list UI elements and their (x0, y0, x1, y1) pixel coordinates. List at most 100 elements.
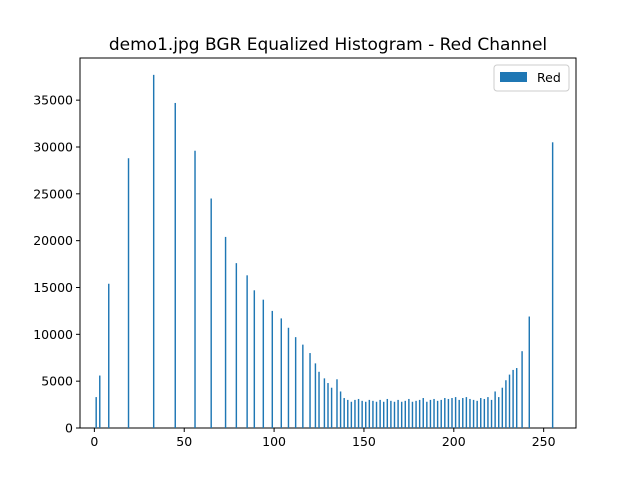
histogram-bar (280, 318, 282, 428)
histogram-bar (422, 398, 424, 428)
histogram-bar (302, 344, 304, 428)
legend: Red (493, 64, 570, 92)
histogram-bar (400, 401, 403, 428)
histogram-bar (408, 398, 410, 428)
histogram-bar (451, 398, 453, 428)
histogram-bar (498, 397, 500, 428)
histogram-bar (444, 398, 446, 428)
histogram-bar (508, 374, 511, 428)
histogram-bar (323, 378, 326, 428)
histogram-bar (194, 150, 196, 429)
histogram-bar (458, 399, 460, 428)
histogram-bar (411, 401, 414, 428)
histogram-bar (336, 379, 338, 428)
histogram-bar (465, 397, 468, 428)
x-tick-label: 0 (90, 434, 98, 449)
histogram-bar (314, 363, 317, 428)
y-axis: 0 5000 10000 15000 20000 25000 30000 35000 (33, 93, 80, 436)
histogram-bar (429, 399, 432, 428)
histogram-bar (436, 400, 439, 428)
histogram-bar (494, 391, 496, 428)
histogram-bar (361, 400, 363, 428)
histogram-bar (462, 398, 464, 428)
histogram-bar (95, 397, 97, 428)
histogram-bar (379, 399, 381, 428)
histogram-bar (127, 158, 130, 429)
histogram-bar (271, 310, 274, 428)
histogram-bar (512, 369, 514, 428)
histogram-bar (487, 397, 489, 428)
y-tick-label: 25000 (33, 186, 73, 201)
histogram-bar (418, 399, 421, 428)
histogram-bar (382, 401, 385, 428)
x-axis: 0 50 100 150 200 250 (90, 428, 556, 449)
histogram-bar (447, 398, 450, 428)
histogram-bar (357, 398, 360, 428)
histogram-bar (246, 275, 248, 428)
legend-swatch (500, 72, 527, 82)
histogram-bar (454, 397, 457, 428)
histogram-bar (365, 401, 367, 428)
histogram-bar (521, 351, 523, 428)
histogram-bar (262, 299, 265, 428)
histogram-bar (330, 387, 333, 428)
histogram-bar (404, 400, 406, 428)
histogram-bar (476, 400, 478, 428)
histogram-bar (397, 399, 399, 428)
chart-title: demo1.jpg BGR Equalized Histogram - Red … (109, 35, 547, 55)
histogram-bar (393, 401, 396, 428)
bar-series-red (95, 74, 554, 429)
y-tick-label: 20000 (33, 233, 73, 248)
histogram-bar (224, 236, 227, 428)
histogram-bar (440, 399, 442, 428)
histogram-bar (343, 398, 345, 428)
histogram-bar (472, 399, 475, 428)
histogram-bar (210, 198, 212, 428)
y-tick-label: 5000 (41, 374, 73, 389)
histogram-bar (354, 399, 356, 428)
y-tick-label: 35000 (33, 93, 73, 108)
histogram-bar (515, 368, 518, 428)
histogram-bar (386, 398, 389, 428)
histogram-bar (309, 353, 311, 428)
histogram-bar (390, 400, 392, 428)
histogram-bar (433, 398, 435, 428)
histogram-bar (152, 74, 155, 429)
y-tick-label: 0 (65, 421, 73, 436)
y-tick-label: 10000 (33, 327, 73, 342)
histogram-bar (327, 383, 329, 428)
histogram-bar (174, 102, 176, 429)
histogram-bar (426, 401, 428, 428)
histogram-bar (372, 400, 374, 428)
histogram-bar (505, 380, 507, 428)
histogram-bar (483, 398, 486, 428)
histogram-bar (528, 316, 530, 428)
x-tick-label: 150 (352, 434, 376, 449)
histogram-bar (415, 400, 417, 428)
legend-label: Red (537, 70, 561, 85)
histogram-bar (253, 290, 256, 428)
x-tick-label: 100 (262, 434, 286, 449)
histogram-bar (375, 401, 378, 428)
histogram-bar (368, 399, 371, 428)
histogram-bar (318, 371, 320, 428)
histogram-bar (551, 142, 554, 429)
histogram-bar (287, 327, 290, 428)
histogram-bar (108, 283, 110, 428)
x-tick-label: 200 (442, 434, 466, 449)
histogram-bar (480, 398, 482, 428)
histogram-bar (294, 337, 297, 428)
x-tick-label: 50 (176, 434, 192, 449)
histogram-bar (501, 387, 504, 428)
histogram-bar (469, 398, 471, 428)
y-tick-label: 30000 (33, 139, 73, 154)
legend-box (493, 64, 570, 92)
histogram-bar (339, 391, 342, 428)
histogram-bar (490, 399, 493, 428)
histogram-bar (99, 375, 101, 428)
y-tick-label: 15000 (33, 280, 73, 295)
histogram-bar (347, 399, 349, 428)
histogram-bar (350, 401, 353, 428)
histogram-bar (235, 263, 238, 428)
